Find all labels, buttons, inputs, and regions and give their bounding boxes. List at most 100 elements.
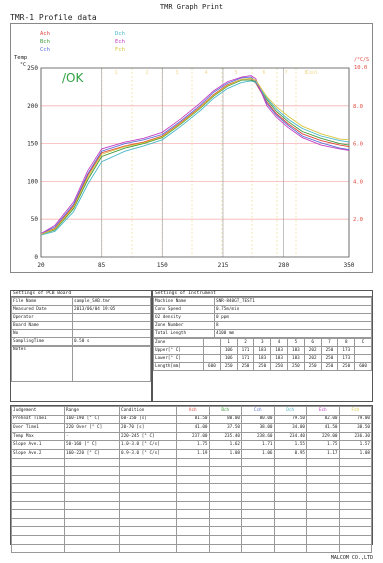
series-line-dch [40,80,350,236]
judgement-empty-cell [273,526,307,536]
pcb-row: Board Name [11,321,151,330]
judgement-condition: 220-245 [° C] [119,431,177,442]
judgement-section: Judgement Range Condition Ach Bch Cch Dch Ech Fc… [10,405,373,554]
zone-cell: 173 [337,346,356,355]
judgement-value: 79.00 [338,414,372,425]
judgement-empty-cell [11,517,65,528]
judgement-empty-row [11,483,372,493]
y-tick-label: 50 [31,216,39,223]
judgement-value: 1.08 [338,448,372,459]
judgement-empty-cell [241,491,275,502]
judgement-row: Preheat Time1 160-190 [° C] 60-150 [s] 81.5… [11,414,372,425]
judgement-empty-cell [119,457,177,468]
judgement-value: 41.00 [176,423,210,433]
zone-marker-label: 7 [284,70,287,76]
zone-cell: 202 [303,346,322,355]
legend-entry: Bch [40,39,50,45]
judgement-value: 81.50 [176,414,210,425]
zone-cell: 173 [337,354,356,363]
zone-lead-cell: 600 [203,362,221,371]
judgement-empty-cell [64,509,120,519]
judgement-empty-cell [64,466,120,476]
judgement-empty-cell [208,474,242,485]
judgement-empty-row [11,466,372,476]
zone-cell: 106 [219,346,238,355]
pcb-key: Operator [11,313,73,322]
zone-cell: 106 [219,354,238,363]
judgement-value: 238.60 [241,431,275,442]
zone-lead-cell [203,354,221,363]
y-tick-label: 200 [27,103,38,110]
judgement-empty-cell [306,526,340,536]
x-tick-label: 85 [98,262,106,269]
judgement-empty-row [11,543,372,554]
instrument-value: 4100 mm [214,329,372,338]
judgement-empty-cell [11,534,65,545]
judgement-value: 1.75 [176,440,210,450]
judgement-empty-cell [208,483,242,493]
right-axis-label: /°C/S [354,57,369,63]
judgement-empty-row [11,534,372,545]
judgement-empty-cell [64,491,120,502]
judgement-header-cell: Range [64,406,120,416]
zone-cell: 250 [270,362,288,371]
judgement-empty-cell [273,517,307,528]
judgement-range: 160-220 [° C] [64,448,120,459]
judgement-value: 34.00 [273,423,307,433]
instrument-settings-table: Machine Name SNR-840GT_TEST1 Conv Speed 0.7… [153,297,372,338]
instrument-value: 0.75m/min [214,305,372,314]
y-axis-unit: °C [20,62,26,68]
judgement-empty-row [11,526,372,536]
judgement-status: /OK [62,71,84,85]
judgement-empty-cell [119,517,177,528]
pcb-key: No [11,329,73,338]
judgement-empty-cell [176,543,210,554]
judgement-empty-cell [306,457,340,468]
judgement-value: 1.06 [241,448,275,459]
pcb-value: sample_SAB.tmr [72,297,151,306]
judgement-value: 1.08 [208,448,242,459]
judgement-empty-cell [64,474,120,485]
instrument-value: 8 [214,321,372,330]
judgement-range: 50-160 [° C] [64,440,120,450]
judgement-empty-cell [241,457,275,468]
judgement-empty-cell [338,474,372,485]
zone-cell: 171 [236,346,255,355]
right-tick-label: 8.0 [353,104,363,110]
judgement-empty-cell [208,457,242,468]
zone-cell: 8 [337,338,356,347]
pcb-settings-table: File Name sample_SAB.tmr Measured Date 2013… [11,297,151,346]
judgement-empty-cell [273,543,307,554]
legend-entry: Ech [115,39,125,45]
document-title: TMR-1 Profile data [10,13,97,22]
instrument-key: Machine Name [153,297,215,306]
judgement-value: 1.17 [306,448,340,459]
zone-cell: 4 [270,338,288,347]
judgement-empty-cell [119,509,177,519]
zone-cell: 183 [270,346,288,355]
y-tick-label: 0 [34,254,38,261]
pcb-row: File Name sample_SAB.tmr [11,297,151,306]
plot-area [40,67,350,258]
judgement-value: 1.57 [338,440,372,450]
pcb-value [72,313,151,322]
zone-cell [354,354,372,363]
right-tick-label: 6.0 [353,142,363,148]
judgement-range: 160-190 [° C] [64,414,120,425]
company-name: MALCOM CO.,LTD [330,555,373,561]
judgement-value: 38.00 [241,423,275,433]
y-axis-label: Temp [14,55,27,61]
chart-frame [10,23,373,273]
judgement-empty-cell [338,543,372,554]
judgement-empty-cell [64,543,120,554]
zone-cell: 183 [270,354,288,363]
judgement-empty-cell [176,491,210,502]
series-line-bch [40,79,350,235]
notes-label: Notes [11,346,73,382]
zone-cell: 183 [253,346,272,355]
judgement-empty-cell [64,457,120,468]
judgement-empty-cell [176,517,210,528]
judgement-empty-cell [241,534,275,545]
judgement-header-cell: Condition [119,406,177,416]
